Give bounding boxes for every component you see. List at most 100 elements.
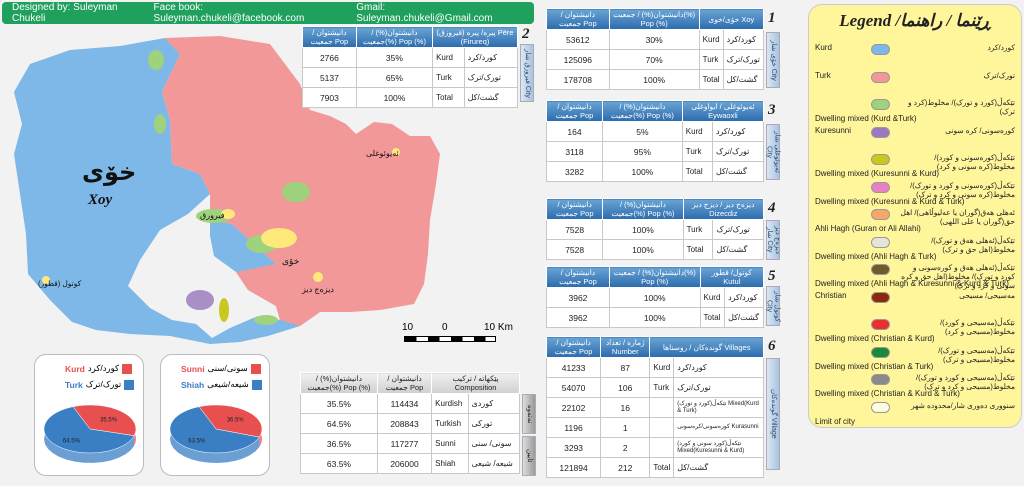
city-name-ku: خۆی — [82, 158, 136, 186]
table-row: 35.5% 114434 Kurdish کوردی — [300, 393, 520, 414]
scale-tick-10: 10 — [402, 322, 414, 333]
ahli-hagh-region — [392, 148, 400, 156]
table-row: 3293 2 تێکەڵ(کورد سونی و کورد) Mixed(Kures… — [545, 437, 764, 458]
table-row: 2766 35% Kurd کورد/کرد — [302, 47, 519, 68]
table-row: 1196 1 کورەسونی/کرەسونی Kurasunni — [545, 417, 764, 438]
legend-label-ku: تێکەڵ(کورەسونی و کورد)/ مخلوط(کرە سونی و… — [934, 153, 1015, 171]
facebook-credit: Face book: Suleyman.chukeli@facebook.com — [153, 2, 305, 24]
table-number: 2 — [522, 26, 530, 42]
legend-label-en: Dwelling mixed (Christian & Kurd & Turk) — [815, 389, 960, 398]
legend-label-ku: سنووری دەوری شار/محدودە شهر — [910, 400, 1015, 410]
legend-swatch — [871, 319, 890, 330]
city-name-en: Xoy — [87, 192, 113, 208]
table-row: 121894 212 Total گشت/کل — [545, 457, 764, 478]
legend-item: Turk تورک/ترک — [809, 71, 1021, 97]
side-label-religion: ئایین — [522, 436, 536, 476]
ahli-hagh-region — [313, 272, 323, 282]
legend-label-en: Dwelling mixed (Kurd &Turk) — [815, 114, 917, 123]
mixed-region — [254, 315, 278, 325]
designer-credit: Designed by: Suleyman Chukeli — [12, 2, 118, 24]
pie-slice — [169, 406, 260, 454]
turk-region-south — [236, 264, 320, 326]
pie-religion: 36.5% 63.5% — [169, 404, 263, 463]
table-row: 41233 87 Kurd کورد/کرد — [545, 357, 764, 378]
kuresunni-kurd-region — [219, 298, 229, 322]
legend-label-en: Turk — [815, 70, 831, 80]
legend-item: Dwelling mixed (Kuresunni & Kurd & Turk)… — [809, 181, 1021, 207]
scale-tick-10km: 10 Km — [484, 322, 513, 333]
table-number: 1 — [768, 10, 776, 26]
table-xoy: دانیشتوان / جمعیت Pop دانیشتوان(%) / جمعی… — [546, 8, 765, 90]
table-number: 5 — [768, 268, 776, 284]
turk-region — [162, 36, 440, 312]
legend-label-ku: تێکەڵ(کورەسونی و کورد و تورک)/ مخلوط(کرە… — [910, 180, 1015, 199]
mixed-region — [148, 50, 164, 70]
legend-label-en: Dwelling mixed (Kuresunni & Kurd & Turk) — [815, 196, 965, 206]
legend-label-ku: تورک/ترک — [983, 70, 1015, 80]
legend-item: Kurd کورد/کرد — [809, 43, 1021, 69]
label-firureq: فیرورق — [200, 211, 225, 220]
pie-slice-label: 36.5% — [227, 418, 245, 424]
table-number: 3 — [768, 102, 776, 118]
legend-label-en: Kurd — [815, 43, 832, 52]
legend-label-en: Ahli Hagh (Guran or Ali Allahi) — [815, 224, 921, 233]
kurd-region — [14, 38, 320, 344]
side-label-ethnic: نەتەوە — [522, 394, 536, 434]
legend-label-en: Dwelling mixed (Kuresunni & Kurd) — [815, 169, 940, 178]
table-row: 64.5% 208843 Turkish تورکی — [300, 413, 520, 434]
table-row: 7528 100% Turk تورک/ترک — [545, 219, 764, 240]
legend-item: Dwelling mixed (Kurd &Turk) تێکەڵ(کورد و … — [809, 98, 1021, 124]
pie-legend-sunni: Sunni سونی/سنی — [181, 363, 261, 374]
legend-item: Kuresunni کورەسونی/ کرە سونی — [809, 126, 1021, 152]
table-number: 4 — [768, 200, 776, 216]
legend-swatch — [871, 126, 890, 138]
pie-legend-turk: Turk تورک/ترک — [65, 379, 135, 390]
table-row: 178708 100% Total گشت/کل — [546, 69, 765, 90]
table-row: 7903 100% Total گشت/کل — [302, 87, 519, 108]
credits-bar: Designed by: Suleyman Chukeli Face book:… — [2, 2, 534, 24]
label-kutul: کوتول (قطور) — [38, 279, 82, 288]
side-label: گوندەکان Village — [766, 358, 780, 470]
legend-label-en: Limit of city — [815, 416, 856, 426]
label-xoy-small: خۆی — [282, 256, 299, 267]
legend-swatch — [871, 291, 890, 303]
legend-label-ku: تێکەڵ(مەسیحی و تورک)/ مخلوط(مسیحی و ترک) — [938, 345, 1015, 364]
mixed-region — [154, 114, 166, 134]
side-label: ئەیوئوغلی شار City — [766, 124, 781, 180]
pie-ethnic-panel: Kurd کورد/کرد Turk تورک/ترک 35.5% 64.5% — [34, 354, 144, 476]
pie-religion-panel: Sunni سونی/سنی Shiah شیعە/شیعی 36.5% 63.5% — [160, 354, 270, 476]
legend-label-ku: تێکەڵ(کورد و تورک)/ مخلوط(کرد و ترک) — [907, 98, 1015, 116]
legend-swatch — [871, 209, 890, 220]
legend-item: Dwelling mixed (Ahli Hagh & Turk) تێکەڵ(ئ… — [809, 236, 1021, 262]
legend-item: Dwelling mixed (Christian & Turk) تێکەڵ(م… — [809, 346, 1021, 372]
legend-label-ku: تێکەڵ(ئەهلی هەق و تورک)/ مخلوط(اهل حق و … — [931, 235, 1015, 254]
side-label: کوتول شار City — [766, 286, 781, 326]
pie-slice — [198, 404, 263, 438]
table-row: 164 5% Kurd کورد/کرد — [545, 121, 765, 142]
legend-label-ku: ئەهلی هەق(گوران یا عەلیوڵاهی)/ اهل حق(گو… — [900, 208, 1015, 226]
legend-swatch — [871, 154, 890, 165]
label-eywaoxli: ئەیوئوغلی — [366, 149, 399, 158]
legend-item: Christian مەسیحی/ مسیحی — [809, 291, 1021, 317]
table-row: 53612 30% Kurd کورد/کرد — [546, 29, 765, 50]
table-firureq: دانیشتوان / جمعیت Pop دانیشتوان(%) / جمعی… — [302, 26, 519, 108]
legend-label-en: Kuresunni — [815, 125, 852, 135]
legend-item: Ahli Hagh (Guran or Ali Allahi) ئەهلی هەق… — [809, 208, 1021, 234]
table-eywaoxli: دانیشتوان / جمعیت Pop دانیشتوان(%) / جمعی… — [545, 100, 765, 182]
legend-item: Dwelling mixed (Christian & Kurd) تێکەڵ(م… — [809, 318, 1021, 344]
legend-label-ku: تێکەڵ(مەسیحی و کورد)/ مخلوط(مسیحی و کرد) — [940, 318, 1015, 336]
table-row: 63.5% 206000 Shiah شیعە/ شیعی — [300, 453, 520, 474]
table-row: 3962 100% Kurd کورد/کرد — [546, 287, 764, 308]
legend-swatch — [871, 99, 890, 110]
table-row: 36.5% 117277 Sunni سونی/ سنی — [300, 433, 520, 454]
pie-slice-label: 64.5% — [63, 439, 81, 445]
legend-label-ku: کورەسونی/ کرە سونی — [945, 125, 1015, 135]
table-row: 3962 100% Total گشت/کل — [546, 307, 764, 328]
legend-label-en: Dwelling mixed (Ahli Hagh & Turk) — [815, 251, 937, 261]
legend-label-ku: تێکەڵ(ئەهلی هەق و کورەسونی و کورد و تورک… — [901, 263, 1015, 290]
table-villages: دانیشتوان / جمعیت Pop ژمارە / تعداد Numbe… — [545, 336, 764, 478]
legend-swatch — [871, 346, 890, 358]
legend-swatch — [871, 181, 890, 193]
pie-slice-label: 63.5% — [188, 438, 206, 444]
legend-swatch — [871, 264, 890, 275]
